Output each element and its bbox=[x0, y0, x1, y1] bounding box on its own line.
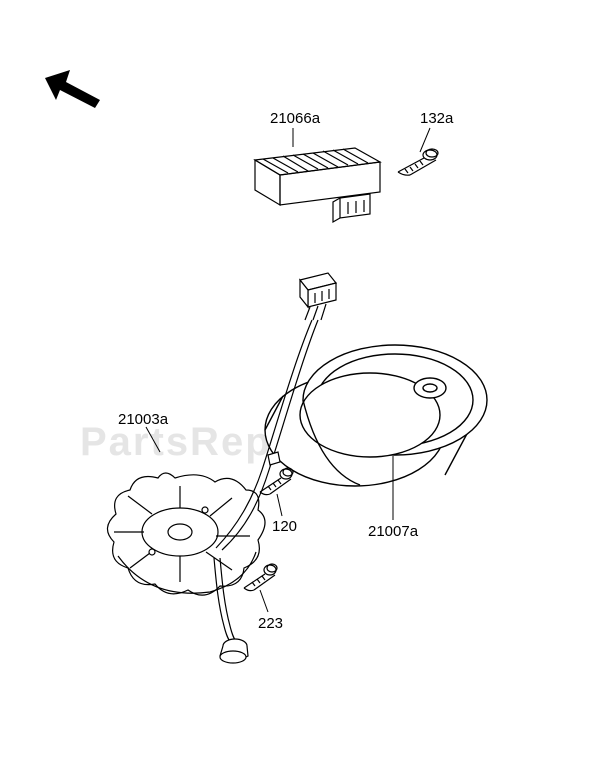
part-regulator bbox=[255, 148, 380, 222]
diagram-canvas: PartsRepublik bbox=[0, 0, 600, 784]
part-stator bbox=[107, 473, 265, 595]
label-120: 120 bbox=[272, 518, 297, 535]
label-132a: 132a bbox=[420, 110, 453, 127]
part-rotor bbox=[265, 345, 487, 486]
label-21003a: 21003a bbox=[118, 411, 168, 428]
direction-arrow bbox=[45, 70, 100, 108]
part-bolt-223 bbox=[244, 564, 277, 591]
part-bolt-132a bbox=[398, 149, 438, 175]
label-21066a: 21066a bbox=[270, 110, 320, 127]
label-223: 223 bbox=[258, 615, 283, 632]
label-21007a: 21007a bbox=[368, 523, 418, 540]
